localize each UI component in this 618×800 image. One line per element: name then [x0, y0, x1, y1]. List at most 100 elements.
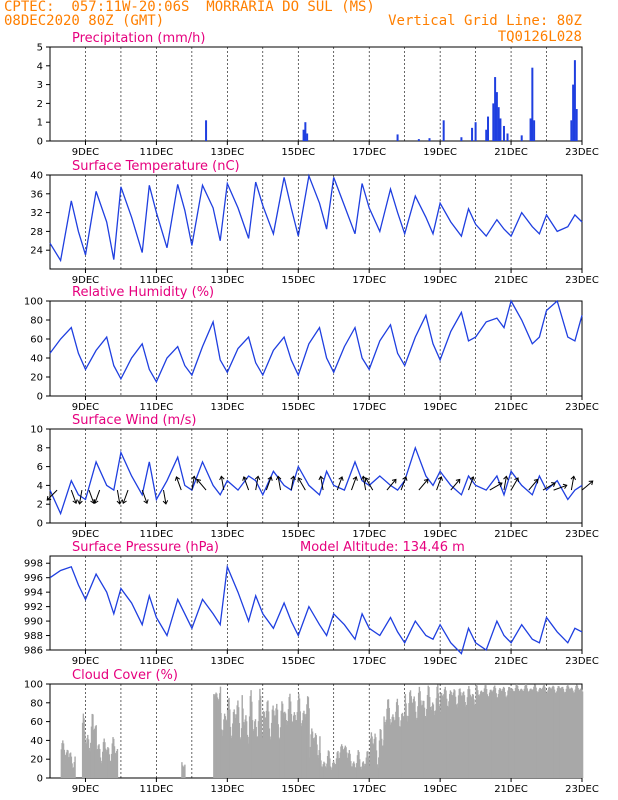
cloud-bar [360, 769, 362, 778]
cloud-bar [99, 748, 101, 778]
cloud-bar [356, 763, 358, 778]
cloud-bar [236, 705, 238, 778]
header-date: 08DEC2020 80Z (GMT) [4, 13, 165, 29]
cloud-bar [377, 767, 379, 778]
wind-frame [49, 428, 583, 524]
cloud-bar [226, 709, 229, 778]
cloud-bar [304, 717, 307, 778]
precip-bar [572, 84, 575, 141]
pres-ytick-label: 996 [24, 573, 43, 584]
wind-vector-head [533, 478, 539, 484]
cloud-bar [310, 734, 312, 778]
cloud-bar [362, 761, 365, 778]
cloud-bar [254, 721, 256, 778]
cloud-bar [517, 689, 520, 778]
wind-vector-head [242, 476, 248, 481]
cloud-ytick-label: 40 [30, 736, 43, 747]
wind-vector-head [143, 499, 149, 505]
cloud-bar [408, 703, 410, 778]
cloud-bar [550, 688, 552, 778]
wind-vector-head [503, 475, 509, 481]
cloud-bar [103, 738, 105, 778]
cloud-bar [266, 701, 268, 778]
cloud-bar [327, 750, 330, 778]
wind-vector-head [361, 475, 367, 481]
temp-xtick-label: 9DEC [72, 275, 99, 286]
wind-vector [468, 476, 474, 491]
cloud-bar [395, 702, 398, 778]
cloud-bar [105, 751, 108, 778]
cloud-bar [419, 691, 421, 778]
cloud-bar [367, 751, 369, 778]
precip-bar [487, 116, 490, 141]
cloud-bar [412, 703, 414, 778]
cloud-bar [94, 728, 96, 778]
cloud-bar [418, 686, 421, 778]
cloud-bar [476, 685, 478, 778]
cloud-bar [74, 756, 76, 778]
wind-vector [528, 479, 539, 491]
cloud-bar [574, 689, 576, 778]
precip-xtick-label: 9DEC [72, 147, 99, 158]
cloud-bar [251, 720, 254, 778]
precip-bar [494, 77, 497, 141]
cloud-bar [550, 688, 553, 778]
cloud-bar [487, 697, 489, 778]
cloud-bar [560, 688, 562, 778]
pres-xtick-label: 23DEC [565, 656, 599, 667]
cloud-bar [251, 701, 253, 778]
cloud-bar [474, 704, 476, 778]
cloud-bar [497, 693, 500, 778]
cloud-bar [448, 694, 451, 778]
cloud-bar [412, 698, 415, 778]
cloud-bar [257, 736, 259, 778]
cloud-bar [449, 690, 452, 778]
wind-vector-head [72, 499, 78, 505]
cloud-bar [503, 687, 506, 778]
cloud-bar [301, 720, 304, 778]
rh-title: Relative Humidity (%) [72, 285, 214, 300]
cloud-bar [369, 738, 372, 778]
precip-xtick-label: 17DEC [352, 147, 386, 158]
cloud-bar [287, 709, 290, 778]
cloud-bar [321, 766, 323, 778]
cloud-bar [471, 693, 474, 778]
cloud-bar [425, 717, 427, 778]
cloud-bar [445, 690, 447, 778]
wind-vector [78, 490, 83, 504]
cloud-bar [269, 739, 271, 778]
header-station: CPTEC: 057:11W-20:06S MORRARIA DO SUL (M… [4, 0, 375, 15]
cloud-bar [556, 691, 558, 778]
cloud-bar [109, 760, 111, 778]
pres-xtick-label: 11DEC [140, 656, 174, 667]
cloud-bar [363, 763, 365, 778]
cloud-bar [317, 755, 319, 778]
cloud-bar [261, 733, 263, 778]
cloud-bar [415, 719, 418, 778]
cloud-bar [406, 721, 409, 778]
cloud-bar [581, 691, 584, 778]
cloud-bar [483, 688, 486, 778]
wind-vector [122, 489, 129, 504]
cloud-bar [309, 746, 312, 778]
cloud-bar [285, 720, 287, 778]
cloud-bar [459, 688, 461, 778]
cloud-bar [379, 729, 381, 778]
cloud-bar [516, 685, 519, 778]
cloud-bar [296, 712, 299, 778]
cloud-bar [354, 767, 356, 778]
wind-vector [436, 476, 442, 491]
cloud-bar [84, 731, 86, 778]
cloud-bar [273, 716, 276, 778]
cloud-bar [63, 749, 65, 778]
cloud-bar [398, 717, 400, 778]
wind-xtick-label: 11DEC [140, 529, 174, 540]
wind-vector [243, 476, 250, 491]
cloud-bar [290, 714, 293, 778]
cloud-bar [298, 693, 300, 778]
cloud-bar [451, 694, 453, 778]
cloud-bar [553, 689, 556, 778]
precip-bar [396, 134, 399, 141]
cloud-bar [564, 693, 566, 778]
cloud-bar [570, 687, 573, 778]
